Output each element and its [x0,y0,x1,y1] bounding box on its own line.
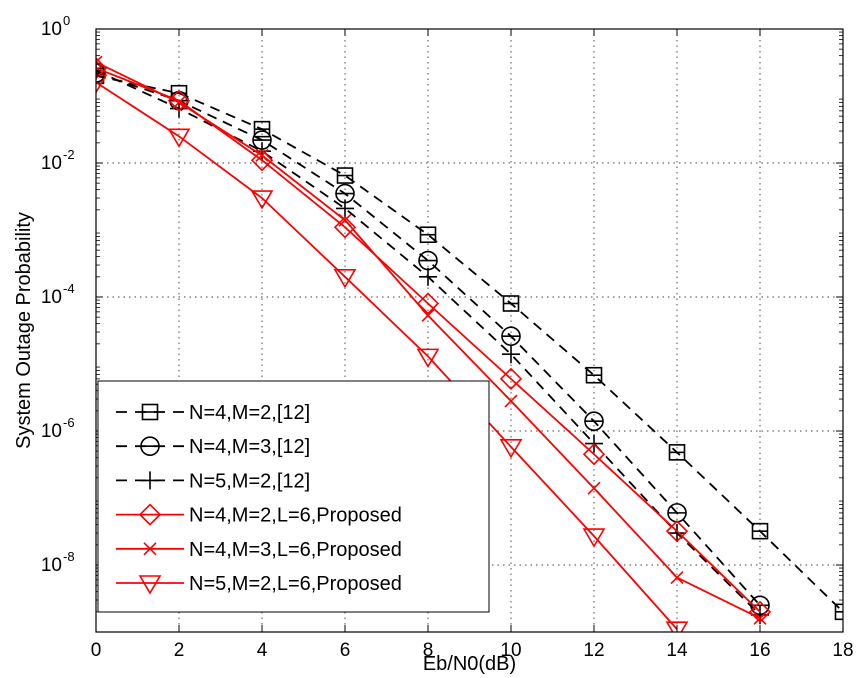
x-tick-label: 12 [583,640,604,661]
y-tick-label: 10 -8 [41,549,75,576]
legend-marker [138,575,162,595]
data-point [336,167,354,184]
data-point [419,267,437,286]
data-point [333,269,357,289]
legend-entry: N=5,M=2,L=6,Proposed [116,573,402,595]
legend-marker [138,503,162,526]
data-point [419,226,437,244]
x-tick-label: 0 [91,640,102,661]
data-point [502,295,520,312]
legend-label: N=4,M=2,[12] [189,402,310,424]
legend-label: N=5,M=2,[12] [189,470,310,492]
data-point [167,128,191,148]
series-line [96,72,761,606]
data-point [502,345,520,364]
legend-entry: N=4,M=2,[12] [116,402,310,424]
x-tick-label: 8 [423,640,434,661]
y-tick-base: 10 [41,19,62,40]
data-point [668,444,686,461]
data-point [250,190,274,210]
x-tick-label: 6 [340,640,351,661]
data-point [499,439,523,459]
y-tick-exponent: -2 [63,147,75,162]
legend-label: N=4,M=2,L=6,Proposed [189,505,402,527]
x-tick-label: 10 [500,640,521,661]
data-point [668,524,686,543]
data-point [748,600,772,623]
data-point [501,326,521,346]
data-point [665,520,689,543]
data-point [416,348,440,368]
plot-area-frame [95,28,844,633]
series-line [96,81,678,630]
legend-marker [141,403,159,421]
data-point [172,95,186,110]
legend-entry: N=4,M=3,[12] [116,436,310,458]
data-point [584,411,604,432]
x-tick-label: 18 [832,640,853,661]
y-tick-base: 10 [41,287,62,308]
legend-box [97,380,490,613]
legend-label: N=5,M=2,L=6,Proposed [189,573,402,595]
data-point [421,308,435,323]
data-point [336,199,354,218]
y-tick-label: 10 -6 [41,415,75,442]
y-tick-label: 10 -4 [41,281,75,308]
y-tick-base: 10 [41,421,62,442]
x-tick-label: 14 [666,640,688,661]
legend-entry: N=4,M=2,L=6,Proposed [116,503,402,527]
data-point [582,528,606,548]
legend-marker [140,436,160,457]
data-point [167,89,191,112]
data-point [250,149,274,172]
data-point [665,621,689,632]
data-point [670,570,684,585]
y-tick-label: 10 -2 [41,147,75,174]
series-line [96,74,843,613]
y-tick-exponent: 0 [63,13,70,28]
data-point [96,55,103,69]
data-point [416,292,440,315]
y-axis-label: System Outage Probability [13,212,35,449]
legend-marker [143,542,157,556]
y-tick-exponent: -6 [63,415,75,430]
legend-entry: N=5,M=2,[12] [116,470,310,492]
y-tick-base: 10 [41,153,62,174]
data-point [255,148,269,162]
data-point [96,74,108,94]
data-point [585,366,603,384]
data-point [338,213,352,227]
series-layer [96,55,843,632]
x-tick-label: 2 [174,640,185,661]
legend-marker [141,471,159,490]
data-point [333,216,357,239]
data-point [499,367,523,390]
y-tick-base: 10 [41,555,62,576]
data-point [753,611,767,625]
data-point [587,481,601,495]
data-point [582,443,606,466]
x-tick-label: 16 [749,640,770,661]
data-point [751,522,769,540]
y-tick-exponent: -8 [63,549,75,564]
series [96,74,689,632]
legend: N=4,M=2,[12] N=4,M=3,[12] N=5,M=2,[12] N=4,… [97,380,490,613]
legend-label: N=4,M=3,L=6,Proposed [189,539,402,561]
data-point [253,120,271,138]
x-tick-label: 4 [257,640,268,661]
y-tick-exponent: -4 [63,281,75,296]
series [96,67,843,621]
data-point [834,603,843,621]
series [96,55,767,625]
legend-label: N=4,M=3,[12] [189,436,310,458]
y-tick-label: 10 0 [41,13,70,40]
x-axis-label: Eb/N0(dB) [423,653,516,675]
data-point [504,394,518,408]
legend-entry: N=4,M=3,L=6,Proposed [116,539,402,561]
